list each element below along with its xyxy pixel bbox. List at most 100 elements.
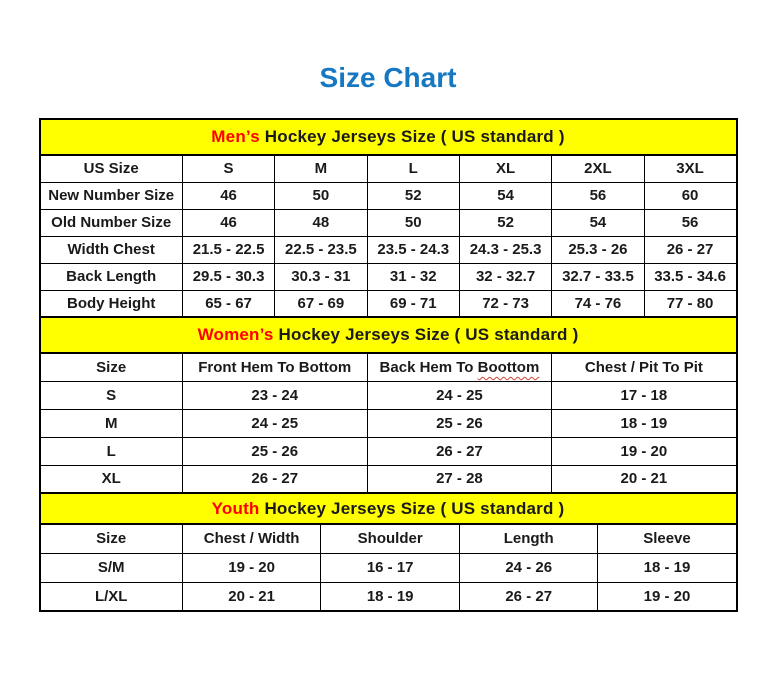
row-label-cell: Old Number Size <box>39 208 183 237</box>
value-cell: 67 - 69 <box>274 289 368 318</box>
value-cell: 23 - 24 <box>181 380 368 410</box>
value-cell: 33.5 - 34.6 <box>643 262 738 291</box>
table-row: M 24 - 25 25 - 26 18 - 19 <box>39 408 737 438</box>
row-label-cell: L <box>39 436 183 466</box>
value-cell: 32 - 32.7 <box>458 262 553 291</box>
value-cell: 18 - 19 <box>551 408 737 438</box>
row-label-cell: Body Height <box>39 289 183 318</box>
youth-size-table: Youth Hockey Jerseys Size ( US standard … <box>38 492 738 612</box>
misspelled-word: Boottom <box>477 358 540 376</box>
value-cell: 65 - 67 <box>181 289 276 318</box>
table-row: S/M 19 - 20 16 - 17 24 - 26 18 - 19 <box>39 552 737 583</box>
value-cell: 24 - 26 <box>458 552 599 583</box>
row-label-cell: XL <box>39 464 183 494</box>
value-cell: 56 <box>551 181 645 210</box>
value-cell: 23.5 - 24.3 <box>366 235 460 264</box>
row-label-cell: S/M <box>39 552 183 583</box>
mens-section-highlight: Men’s <box>211 127 260 146</box>
womens-section-title: Women’s Hockey Jerseys Size ( US standar… <box>38 316 738 354</box>
mens-band-row: Men’s Hockey Jerseys Size ( US standard … <box>38 118 738 156</box>
value-cell: 52 <box>366 181 460 210</box>
value-cell: 74 - 76 <box>551 289 645 318</box>
womens-header-row: Size Front Hem To Bottom Back Hem To Boott… <box>39 352 737 382</box>
mens-col-header: XL <box>458 154 553 183</box>
value-cell: 25.3 - 26 <box>551 235 645 264</box>
table-row: Old Number Size 46 48 50 52 54 56 <box>39 208 738 237</box>
value-cell: 56 <box>643 208 738 237</box>
value-cell: 24 - 25 <box>366 380 553 410</box>
womens-col-header: Front Hem To Bottom <box>181 352 368 382</box>
table-row: XL 26 - 27 27 - 28 20 - 21 <box>39 464 737 494</box>
value-cell: 21.5 - 22.5 <box>181 235 276 264</box>
mens-header-row: US Size S M L XL 2XL 3XL <box>39 154 738 183</box>
value-cell: 19 - 20 <box>181 552 322 583</box>
youth-col-header: Sleeve <box>597 523 737 554</box>
table-row: L/XL 20 - 21 18 - 19 26 - 27 19 - 20 <box>39 581 737 612</box>
youth-section-highlight: Youth <box>211 498 260 518</box>
value-cell: 17 - 18 <box>551 380 737 410</box>
value-cell: 24 - 25 <box>181 408 368 438</box>
row-label-cell: Back Length <box>39 262 183 291</box>
row-label-cell: S <box>39 380 183 410</box>
value-cell: 20 - 21 <box>551 464 737 494</box>
size-tables: Men’s Hockey Jerseys Size ( US standard … <box>38 118 738 612</box>
value-cell: 18 - 19 <box>320 581 460 612</box>
value-cell: 50 <box>366 208 460 237</box>
youth-col-header: Shoulder <box>320 523 460 554</box>
value-cell: 25 - 26 <box>181 436 368 466</box>
table-row: S 23 - 24 24 - 25 17 - 18 <box>39 380 737 410</box>
table-row: Body Height 65 - 67 67 - 69 69 - 71 72 - 73 7… <box>39 289 738 318</box>
value-cell: 46 <box>181 208 276 237</box>
mens-col-header: L <box>366 154 460 183</box>
mens-size-table: Men’s Hockey Jerseys Size ( US standard … <box>38 118 738 318</box>
womens-col-header: Size <box>39 352 183 382</box>
value-cell: 25 - 26 <box>366 408 553 438</box>
row-label-cell: M <box>39 408 183 438</box>
value-cell: 16 - 17 <box>320 552 460 583</box>
value-cell: 18 - 19 <box>597 552 737 583</box>
value-cell: 32.7 - 33.5 <box>551 262 645 291</box>
table-row: New Number Size 46 50 52 54 56 60 <box>39 181 738 210</box>
value-cell: 30.3 - 31 <box>274 262 368 291</box>
value-cell: 26 - 27 <box>366 436 553 466</box>
value-cell: 26 - 27 <box>458 581 599 612</box>
value-cell: 77 - 80 <box>643 289 738 318</box>
value-cell: 54 <box>458 181 553 210</box>
womens-band-row: Women’s Hockey Jerseys Size ( US standar… <box>38 316 738 354</box>
value-cell: 69 - 71 <box>366 289 460 318</box>
value-cell: 26 - 27 <box>181 464 368 494</box>
mens-col-header: 2XL <box>551 154 645 183</box>
value-cell: 46 <box>181 181 276 210</box>
value-cell: 60 <box>643 181 738 210</box>
youth-col-header: Size <box>39 523 183 554</box>
mens-section-title: Men’s Hockey Jerseys Size ( US standard … <box>38 118 738 156</box>
value-cell: 19 - 20 <box>597 581 737 612</box>
header-text: Back Hem To <box>379 358 478 376</box>
youth-header-row: Size Chest / Width Shoulder Length Sleeve <box>39 523 737 554</box>
youth-band-row: Youth Hockey Jerseys Size ( US standard … <box>38 492 738 525</box>
value-cell: 48 <box>274 208 368 237</box>
mens-col-header: US Size <box>39 154 183 183</box>
value-cell: 31 - 32 <box>366 262 460 291</box>
value-cell: 72 - 73 <box>458 289 553 318</box>
mens-col-header: 3XL <box>643 154 738 183</box>
page-title: Size Chart <box>319 62 457 93</box>
youth-col-header: Chest / Width <box>181 523 322 554</box>
row-label-cell: L/XL <box>39 581 183 612</box>
mens-col-header: S <box>181 154 276 183</box>
womens-size-table: Women’s Hockey Jerseys Size ( US standar… <box>38 316 738 494</box>
womens-section-rest: Hockey Jerseys Size ( US standard ) <box>273 325 579 344</box>
value-cell: 22.5 - 23.5 <box>274 235 368 264</box>
value-cell: 24.3 - 25.3 <box>458 235 553 264</box>
value-cell: 19 - 20 <box>551 436 737 466</box>
value-cell: 29.5 - 30.3 <box>181 262 276 291</box>
value-cell: 50 <box>274 181 368 210</box>
value-cell: 20 - 21 <box>181 581 322 612</box>
table-row: L 25 - 26 26 - 27 19 - 20 <box>39 436 737 466</box>
table-row: Back Length 29.5 - 30.3 30.3 - 31 31 - 32 32… <box>39 262 738 291</box>
womens-col-header: Back Hem To Boottom <box>366 352 553 382</box>
mens-col-header: M <box>274 154 368 183</box>
value-cell: 54 <box>551 208 645 237</box>
value-cell: 52 <box>458 208 553 237</box>
